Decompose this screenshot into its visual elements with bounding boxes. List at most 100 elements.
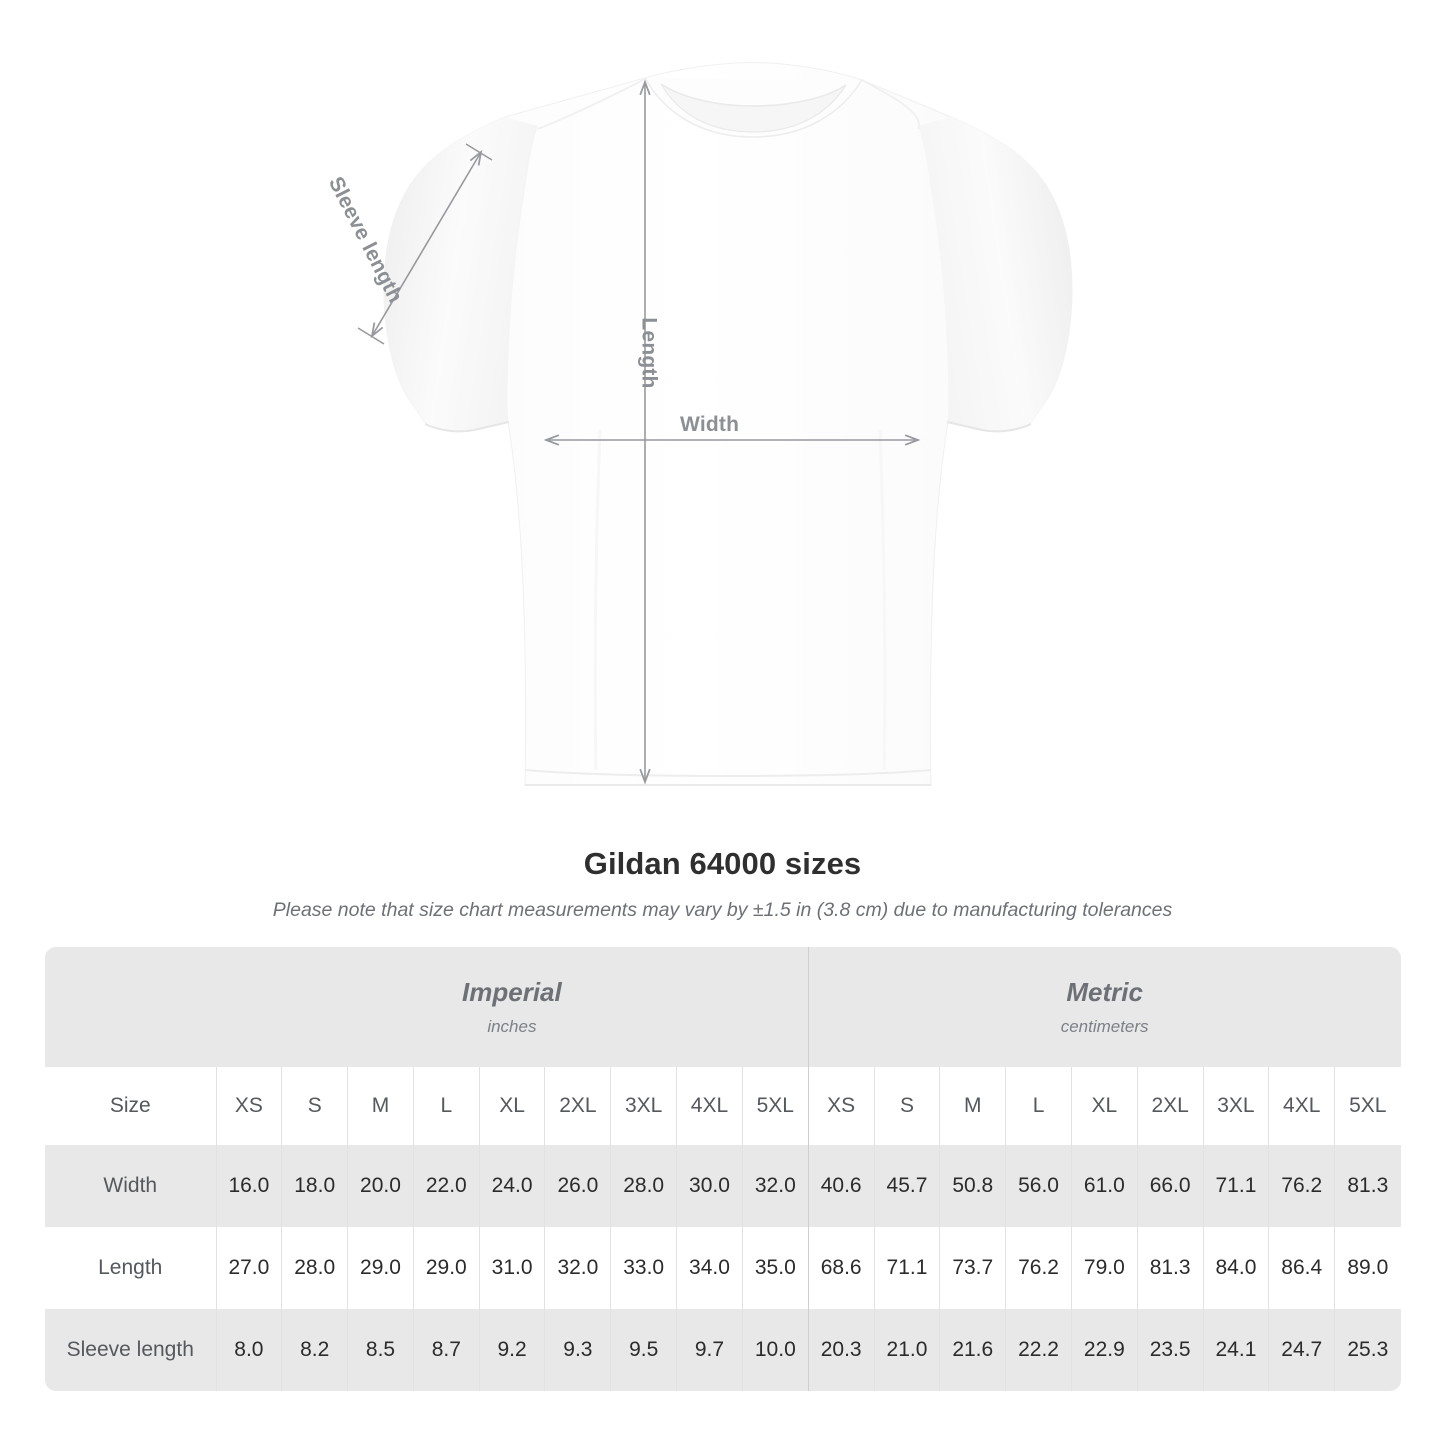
cell-length-imperial-2xl: 32.0 xyxy=(544,1227,612,1309)
cell-width-imperial-5xl: 32.0 xyxy=(742,1145,809,1227)
unit-header-row: Imperial inches Metric centimeters xyxy=(45,947,1401,1067)
cell-length-metric-4xl: 86.4 xyxy=(1268,1227,1336,1309)
unit-measure-label: inches xyxy=(487,1017,537,1036)
size-header-metric-4xl: 4XL xyxy=(1268,1067,1336,1145)
size-header-metric-5xl: 5XL xyxy=(1334,1067,1401,1145)
cell-width-imperial-2xl: 26.0 xyxy=(544,1145,612,1227)
chart-caption: Gildan 64000 sizes Please note that size… xyxy=(0,846,1445,922)
cell-sleeve-imperial-3xl: 9.5 xyxy=(610,1309,678,1391)
size-header-imperial-xs: XS xyxy=(216,1067,283,1145)
cell-sleeve-metric-xs: 20.3 xyxy=(808,1309,875,1391)
cell-width-metric-2xl: 66.0 xyxy=(1137,1145,1204,1227)
unit-system-label: Imperial xyxy=(462,977,562,1007)
table-row: Length 27.0 28.0 29.0 29.0 31.0 32.0 33.… xyxy=(45,1227,1401,1309)
size-header-imperial-s: S xyxy=(281,1067,349,1145)
cell-sleeve-imperial-5xl: 10.0 xyxy=(742,1309,809,1391)
size-header-imperial-5xl: 5XL xyxy=(742,1067,809,1145)
cell-length-imperial-5xl: 35.0 xyxy=(742,1227,809,1309)
cell-length-imperial-s: 28.0 xyxy=(281,1227,349,1309)
sleeve-length-arrow xyxy=(370,149,483,339)
size-header-metric-m: M xyxy=(939,1067,1007,1145)
size-chart-table: Imperial inches Metric centimeters Size … xyxy=(45,947,1401,1391)
cell-sleeve-imperial-l: 8.7 xyxy=(413,1309,480,1391)
cell-sleeve-metric-4xl: 24.7 xyxy=(1268,1309,1336,1391)
size-header-label: Size xyxy=(45,1067,217,1145)
cell-length-imperial-3xl: 33.0 xyxy=(610,1227,678,1309)
cell-length-metric-m: 73.7 xyxy=(939,1227,1007,1309)
cell-length-imperial-l: 29.0 xyxy=(413,1227,480,1309)
tolerance-note: Please note that size chart measurements… xyxy=(272,899,1173,921)
cell-sleeve-metric-5xl: 25.3 xyxy=(1334,1309,1401,1391)
cell-length-metric-xl: 79.0 xyxy=(1071,1227,1138,1309)
page-title: Gildan 64000 sizes xyxy=(583,846,862,881)
cell-width-imperial-3xl: 28.0 xyxy=(610,1145,678,1227)
cell-sleeve-metric-l: 22.2 xyxy=(1005,1309,1072,1391)
cell-width-imperial-l: 22.0 xyxy=(413,1145,480,1227)
cell-width-imperial-s: 18.0 xyxy=(281,1145,349,1227)
cell-width-metric-s: 45.7 xyxy=(874,1145,941,1227)
size-header-imperial-xl: XL xyxy=(479,1067,546,1145)
unit-group-imperial: Imperial inches xyxy=(216,947,809,1067)
size-header-imperial-3xl: 3XL xyxy=(610,1067,678,1145)
size-header-row: Size XS S M L XL 2XL 3XL 4XL 5XL XS S M … xyxy=(45,1067,1401,1145)
cell-width-imperial-m: 20.0 xyxy=(347,1145,414,1227)
width-annotation: Width xyxy=(680,413,740,436)
cell-sleeve-imperial-xl: 9.2 xyxy=(479,1309,546,1391)
cell-sleeve-imperial-4xl: 9.7 xyxy=(676,1309,743,1391)
cell-width-metric-5xl: 81.3 xyxy=(1334,1145,1401,1227)
size-header-metric-s: S xyxy=(874,1067,941,1145)
cell-sleeve-metric-xl: 22.9 xyxy=(1071,1309,1138,1391)
cell-sleeve-metric-s: 21.0 xyxy=(874,1309,941,1391)
row-label-sleeve-length: Sleeve length xyxy=(45,1309,217,1391)
cell-width-imperial-xl: 24.0 xyxy=(479,1145,546,1227)
cell-sleeve-metric-m: 21.6 xyxy=(939,1309,1007,1391)
cell-width-imperial-xs: 16.0 xyxy=(216,1145,283,1227)
cell-sleeve-imperial-2xl: 9.3 xyxy=(544,1309,612,1391)
cell-length-imperial-m: 29.0 xyxy=(347,1227,414,1309)
cell-length-metric-2xl: 81.3 xyxy=(1137,1227,1204,1309)
table-row: Width 16.0 18.0 20.0 22.0 24.0 26.0 28.0… xyxy=(45,1145,1401,1227)
cell-length-metric-3xl: 84.0 xyxy=(1203,1227,1270,1309)
cell-width-imperial-4xl: 30.0 xyxy=(676,1145,743,1227)
sleeve-tick-bottom xyxy=(357,327,385,345)
size-header-metric-3xl: 3XL xyxy=(1203,1067,1270,1145)
row-label-width: Width xyxy=(45,1145,217,1227)
size-header-metric-xs: XS xyxy=(808,1067,875,1145)
size-header-metric-l: L xyxy=(1005,1067,1072,1145)
cell-sleeve-metric-3xl: 24.1 xyxy=(1203,1309,1270,1391)
cell-width-metric-3xl: 71.1 xyxy=(1203,1145,1270,1227)
cell-length-metric-s: 71.1 xyxy=(874,1227,941,1309)
cell-width-metric-xs: 40.6 xyxy=(808,1145,875,1227)
sleeve-tick-top xyxy=(465,143,493,161)
cell-sleeve-metric-2xl: 23.5 xyxy=(1137,1309,1204,1391)
unit-spacer-cell xyxy=(45,947,216,1067)
cell-sleeve-imperial-s: 8.2 xyxy=(281,1309,349,1391)
cell-length-metric-xs: 68.6 xyxy=(808,1227,875,1309)
size-header-metric-xl: XL xyxy=(1071,1067,1138,1145)
cell-length-imperial-xs: 27.0 xyxy=(216,1227,283,1309)
cell-length-metric-l: 76.2 xyxy=(1005,1227,1072,1309)
tshirt-silhouette xyxy=(383,62,1073,786)
length-annotation: Length xyxy=(637,317,661,389)
cell-width-metric-m: 50.8 xyxy=(939,1145,1007,1227)
unit-group-metric: Metric centimeters xyxy=(808,947,1401,1067)
cell-length-metric-5xl: 89.0 xyxy=(1334,1227,1401,1309)
size-header-metric-2xl: 2XL xyxy=(1137,1067,1204,1145)
cell-sleeve-imperial-xs: 8.0 xyxy=(216,1309,283,1391)
table-row: Sleeve length 8.0 8.2 8.5 8.7 9.2 9.3 9.… xyxy=(45,1309,1401,1391)
shirt-illustration: Sleeve length Length Width xyxy=(324,62,1073,786)
unit-system-label: Metric xyxy=(1066,977,1143,1007)
cell-length-imperial-xl: 31.0 xyxy=(479,1227,546,1309)
size-header-imperial-m: M xyxy=(347,1067,414,1145)
row-label-length: Length xyxy=(45,1227,217,1309)
size-header-imperial-4xl: 4XL xyxy=(676,1067,743,1145)
cell-sleeve-imperial-m: 8.5 xyxy=(347,1309,414,1391)
size-header-imperial-2xl: 2XL xyxy=(544,1067,612,1145)
cell-width-metric-4xl: 76.2 xyxy=(1268,1145,1336,1227)
size-header-imperial-l: L xyxy=(413,1067,480,1145)
cell-length-imperial-4xl: 34.0 xyxy=(676,1227,743,1309)
unit-measure-label: centimeters xyxy=(1060,1017,1149,1036)
tshirt-diagram xyxy=(357,62,1073,786)
cell-width-metric-l: 56.0 xyxy=(1005,1145,1072,1227)
cell-width-metric-xl: 61.0 xyxy=(1071,1145,1138,1227)
